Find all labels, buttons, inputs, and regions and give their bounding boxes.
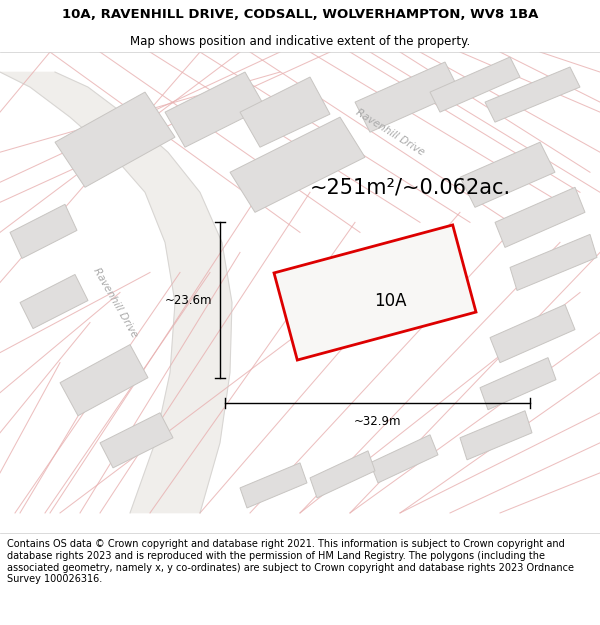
Polygon shape	[60, 344, 148, 416]
Polygon shape	[355, 62, 460, 132]
Polygon shape	[490, 304, 575, 362]
Polygon shape	[370, 435, 438, 483]
Polygon shape	[230, 117, 365, 212]
Polygon shape	[55, 92, 175, 188]
Polygon shape	[20, 274, 88, 329]
Text: ~251m²/~0.062ac.: ~251m²/~0.062ac.	[310, 177, 511, 198]
Polygon shape	[240, 77, 330, 148]
Polygon shape	[310, 451, 375, 498]
Polygon shape	[100, 412, 173, 468]
Polygon shape	[274, 225, 476, 360]
Text: ~23.6m: ~23.6m	[164, 294, 212, 306]
Text: 10A, RAVENHILL DRIVE, CODSALL, WOLVERHAMPTON, WV8 1BA: 10A, RAVENHILL DRIVE, CODSALL, WOLVERHAM…	[62, 8, 538, 21]
Polygon shape	[485, 67, 580, 122]
Polygon shape	[510, 234, 597, 291]
Text: ~32.9m: ~32.9m	[354, 415, 401, 428]
Text: 10A: 10A	[374, 291, 406, 309]
Text: Map shows position and indicative extent of the property.: Map shows position and indicative extent…	[130, 35, 470, 48]
Text: Ravenhill Drive: Ravenhill Drive	[354, 107, 426, 158]
Polygon shape	[430, 57, 520, 112]
Polygon shape	[10, 204, 77, 258]
Polygon shape	[240, 463, 307, 508]
Polygon shape	[480, 357, 556, 410]
Text: Ravenhill Drive: Ravenhill Drive	[91, 266, 139, 339]
Polygon shape	[165, 72, 265, 148]
Polygon shape	[495, 188, 585, 248]
Polygon shape	[460, 411, 532, 460]
Polygon shape	[460, 142, 555, 208]
Polygon shape	[0, 72, 232, 513]
Text: Contains OS data © Crown copyright and database right 2021. This information is : Contains OS data © Crown copyright and d…	[7, 539, 574, 584]
